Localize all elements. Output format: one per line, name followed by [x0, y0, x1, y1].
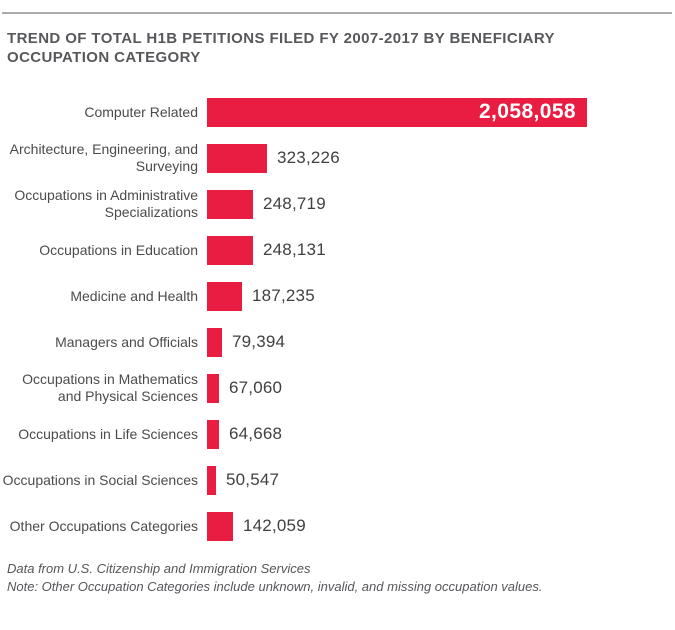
value-label: 64,668	[229, 424, 283, 443]
category-label: Architecture, Engineering, and Surveying	[9, 141, 198, 174]
value-label: 67,060	[229, 378, 283, 397]
chart-row: Computer Related 2,058,058	[0, 89, 675, 135]
chart-title-line1: TREND OF TOTAL H1B PETITIONS FILED FY 20…	[7, 30, 555, 47]
bar	[207, 511, 233, 541]
category-label: Occupations in Mathematics and Physical …	[22, 371, 198, 404]
value-label: 323,226	[277, 148, 340, 167]
chart-title: TREND OF TOTAL H1B PETITIONS FILED FY 20…	[7, 29, 567, 67]
chart-row: Architecture, Engineering, and Surveying…	[0, 135, 675, 181]
chart-title-line2: OCCUPATION CATEGORY	[7, 49, 201, 66]
chart-row: Occupations in Social Sciences 50,547	[0, 457, 675, 503]
value-label: 50,547	[226, 470, 280, 489]
bar-area: 248,131	[207, 235, 675, 265]
chart-row: Managers and Officials 79,394	[0, 319, 675, 365]
top-rule	[2, 12, 672, 14]
bar: 2,058,058	[207, 97, 587, 127]
chart-row: Other Occupations Categories 142,059	[0, 503, 675, 549]
bar-area: 248,719	[207, 189, 675, 219]
bar-area: 2,058,058	[207, 97, 675, 127]
category-label: Occupations in Education	[39, 241, 198, 258]
value-label: 248,131	[263, 240, 326, 259]
bar-area: 79,394	[207, 327, 675, 357]
source-note: Data from U.S. Citizenship and Immigrati…	[7, 561, 311, 576]
chart-row: Occupations in Life Sciences 64,668	[0, 411, 675, 457]
value-label: 79,394	[232, 332, 286, 351]
value-label: 2,058,058	[478, 100, 576, 123]
category-label: Occupations in Social Sciences	[2, 471, 198, 488]
bar-area: 64,668	[207, 419, 675, 449]
chart-row: Occupations in Mathematics and Physical …	[0, 365, 675, 411]
category-label: Occupations in Life Sciences	[18, 425, 198, 442]
category-label: Occupations in Administrative Specializa…	[14, 187, 198, 220]
chart-row: Occupations in Education 248,131	[0, 227, 675, 273]
bar	[207, 143, 267, 173]
category-label: Managers and Officials	[55, 333, 198, 350]
value-label: 248,719	[263, 194, 326, 213]
bar	[207, 373, 219, 403]
bar-area: 142,059	[207, 511, 675, 541]
category-label: Medicine and Health	[70, 287, 198, 304]
bar-chart: Computer Related 2,058,058 Architecture,…	[0, 89, 675, 549]
bar	[207, 235, 253, 265]
bar-area: 67,060	[207, 373, 675, 403]
bar	[207, 327, 222, 357]
bar-area: 187,235	[207, 281, 675, 311]
chart-row: Occupations in Administrative Specializa…	[0, 181, 675, 227]
bar	[207, 419, 219, 449]
chart-row: Medicine and Health 187,235	[0, 273, 675, 319]
value-label: 187,235	[252, 286, 315, 305]
bar-area: 50,547	[207, 465, 675, 495]
bar-area: 323,226	[207, 143, 675, 173]
footnotes: Data from U.S. Citizenship and Immigrati…	[7, 560, 542, 596]
bar	[207, 189, 253, 219]
bar	[207, 465, 216, 495]
category-label: Computer Related	[84, 103, 198, 120]
value-label: 142,059	[243, 516, 306, 535]
category-note: Note: Other Occupation Categories includ…	[7, 579, 543, 594]
category-label: Other Occupations Categories	[9, 517, 198, 534]
bar	[207, 281, 242, 311]
